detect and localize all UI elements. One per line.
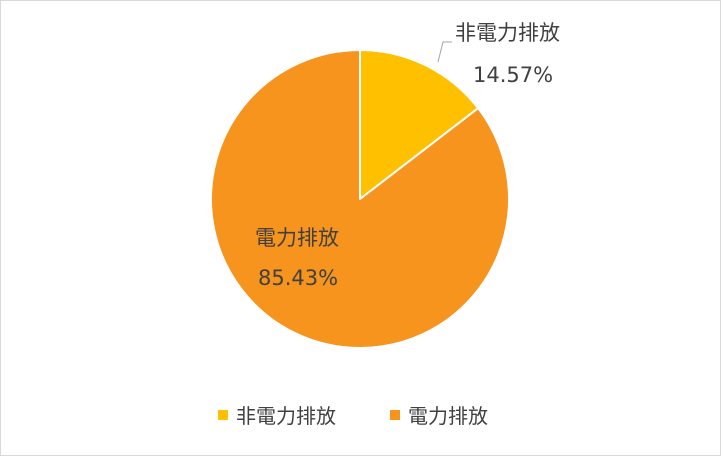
slice-label-category-non-electric: 非電力排放 <box>455 21 560 45</box>
legend-swatch-electric <box>390 410 400 420</box>
legend-label-electric: 電力排放 <box>408 404 488 428</box>
pie-slice-electric <box>210 49 510 349</box>
slice-label-value-electric: 85.43% <box>258 266 338 290</box>
legend: 非電力排放 電力排放 <box>218 404 488 428</box>
legend-label-non-electric: 非電力排放 <box>236 404 336 428</box>
pie-slices <box>210 49 510 349</box>
slice-label-category-electric: 電力排放 <box>255 226 339 250</box>
legend-swatch-non-electric <box>218 410 228 420</box>
pie-slice-non-electric <box>359 49 480 200</box>
leader-line-non-electric <box>437 41 452 63</box>
slice-label-value-non-electric: 14.57% <box>473 63 553 87</box>
